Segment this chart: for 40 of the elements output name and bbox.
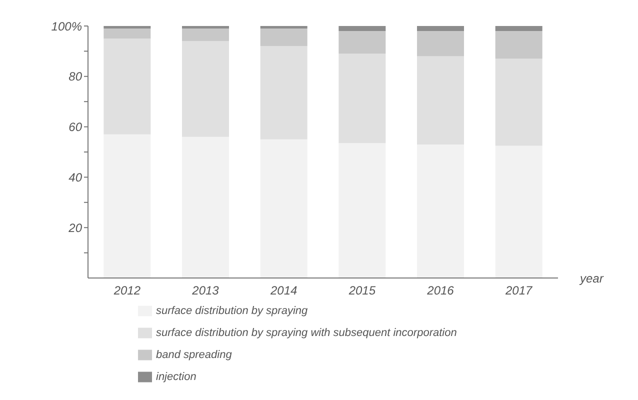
bar [104, 28, 151, 39]
bar [104, 26, 151, 29]
bar [495, 58, 542, 146]
bar [417, 31, 464, 56]
bar [104, 38, 151, 134]
legend-label: surface distribution by spraying with subsequent incorporation [156, 327, 457, 339]
bar [495, 31, 542, 59]
bar [338, 31, 386, 54]
bar [260, 46, 308, 140]
bar [417, 56, 464, 144]
x-axis-title: year [579, 271, 604, 286]
bar [338, 143, 386, 278]
y-tick-label: 20 [68, 220, 82, 235]
x-tick-label: 2015 [348, 284, 376, 298]
y-tick-label: 80 [68, 70, 82, 84]
y-tick-label: 100% [51, 19, 82, 34]
bar [260, 26, 308, 29]
x-tick-label: 2012 [112, 284, 141, 298]
bar [182, 136, 229, 278]
y-tick-label: 40 [68, 170, 82, 184]
y-tick-label: 60 [68, 120, 82, 134]
bar [338, 54, 386, 144]
x-tick-label: 2017 [504, 284, 534, 298]
bar [260, 139, 308, 278]
legend-label: band spreading [156, 349, 232, 361]
bar [182, 26, 229, 29]
x-tick-label: 2014 [269, 284, 298, 298]
bar [338, 26, 386, 32]
bar [260, 28, 308, 46]
bar [417, 144, 464, 278]
x-tick-label: 2013 [191, 284, 220, 298]
bar [182, 28, 229, 42]
bar [104, 134, 151, 278]
bar [182, 41, 229, 137]
bar [495, 26, 542, 32]
legend-label: injection [156, 371, 196, 383]
bar [417, 26, 464, 32]
legend-label: surface distribution by spraying [156, 305, 308, 317]
x-tick-label: 2016 [426, 284, 454, 298]
bar [495, 146, 542, 278]
